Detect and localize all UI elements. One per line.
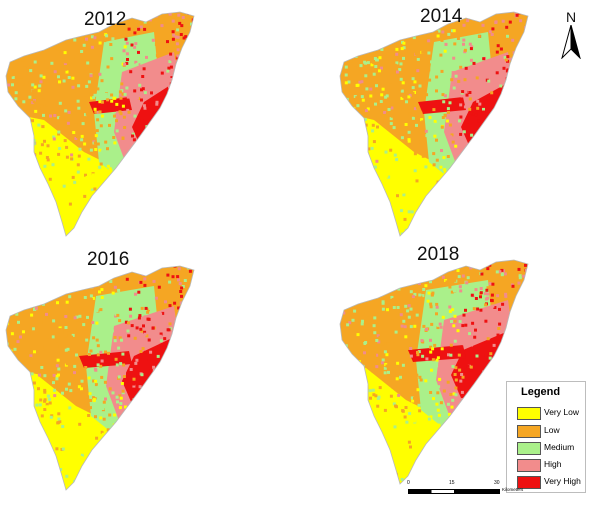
scale-tick-label: 15: [449, 480, 455, 486]
scale-bar-graphic: [408, 489, 500, 494]
legend-item: High: [517, 459, 583, 472]
map-year-label-2016: 2016: [87, 249, 130, 270]
scale-bar: 0 15 30 Kilometers: [407, 480, 523, 502]
map-panel-2016: [5, 265, 195, 491]
legend-item-label: Medium: [544, 442, 575, 452]
map-year-label-2018: 2018: [417, 244, 460, 265]
legend-swatch: [517, 425, 541, 438]
legend-item-label: Very High: [544, 476, 581, 486]
legend-item-label: Very Low: [544, 407, 579, 417]
legend: Legend Very Low Low Medium High Very Hig…: [506, 381, 586, 493]
north-arrow-label: N: [566, 9, 577, 25]
scale-unit-label: Kilometers: [502, 487, 524, 492]
legend-swatch: [517, 407, 541, 420]
legend-item-label: Low: [544, 425, 560, 435]
legend-item: Medium: [517, 442, 583, 455]
legend-title: Legend: [521, 386, 561, 398]
legend-item: Low: [517, 425, 583, 438]
map-year-label-2014: 2014: [420, 6, 463, 27]
scale-tick-label: 0: [407, 480, 410, 486]
map-panel-2012: [5, 11, 195, 237]
legend-item: Very High: [517, 476, 583, 489]
legend-item: Very Low: [517, 407, 583, 420]
map-year-label-2012: 2012: [84, 9, 127, 30]
scale-tick-label: 30: [494, 480, 500, 486]
north-arrow-icon: [561, 25, 581, 59]
legend-swatch: [517, 442, 541, 455]
map-panel-2014: [339, 11, 529, 237]
legend-swatch: [517, 476, 541, 489]
legend-swatch: [517, 459, 541, 472]
legend-item-label: High: [544, 459, 562, 469]
